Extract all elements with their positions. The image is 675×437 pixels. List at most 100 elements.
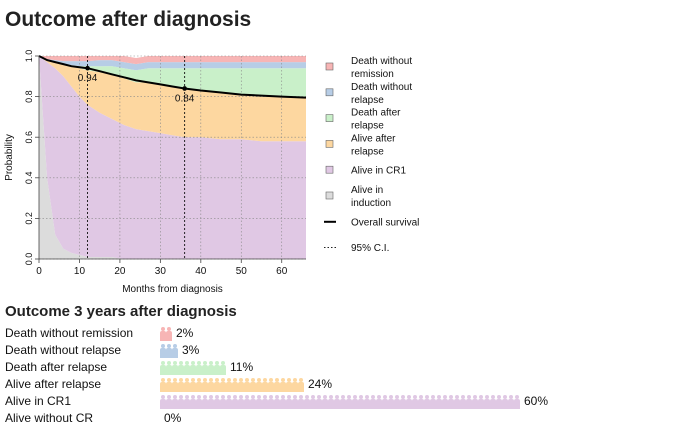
person-icon — [160, 344, 166, 358]
person-icon — [238, 378, 244, 392]
outcome-percent-alive-after-relapse: 24% — [308, 377, 333, 391]
outcome-label-alive-without-cr: Alive without CR — [5, 411, 94, 425]
person-icon — [484, 395, 490, 409]
outcome-percent-death-without-relapse: 3% — [182, 343, 200, 357]
person-icon — [166, 361, 172, 375]
legend-death-without-remission-swatch — [325, 62, 334, 71]
x-tick-label-60: 60 — [276, 266, 288, 277]
person-icon — [190, 378, 196, 392]
person-icon — [202, 378, 208, 392]
outcome-label-death-without-relapse: Death without relapse — [5, 343, 122, 357]
outcome-pictogram-death-without-remission — [160, 327, 172, 341]
person-icon — [394, 395, 400, 409]
x-tick-label-10: 10 — [74, 266, 86, 277]
person-icon — [460, 395, 466, 409]
person-icon — [232, 378, 238, 392]
person-icon — [214, 395, 220, 409]
legend-alive-in-induction-label: induction — [351, 198, 391, 209]
outcome-label-alive-after-relapse: Alive after relapse — [5, 377, 102, 391]
legend-alive-after-relapse-swatch — [325, 140, 334, 148]
x-tick-label-40: 40 — [195, 266, 207, 277]
y-tick-label-1.0: 1.0 — [24, 50, 34, 63]
outcome-title: Outcome 3 years after diagnosis — [5, 303, 237, 320]
person-icon — [262, 395, 268, 409]
person-icon — [310, 395, 316, 409]
legend-overall-survival-label: Overall survival — [351, 217, 419, 228]
x-tick-label-30: 30 — [155, 266, 167, 277]
person-icon — [238, 395, 244, 409]
person-icon — [166, 327, 172, 341]
person-icon — [388, 395, 394, 409]
person-icon — [448, 395, 454, 409]
person-icon — [190, 395, 196, 409]
person-icon — [286, 395, 292, 409]
person-icon — [226, 378, 232, 392]
area-death-without-relapse — [39, 56, 306, 71]
person-icon — [160, 395, 166, 409]
person-icon — [166, 395, 172, 409]
person-icon — [244, 395, 250, 409]
person-icon — [280, 378, 286, 392]
person-icon — [490, 395, 496, 409]
person-icon — [472, 395, 478, 409]
person-icon — [424, 395, 430, 409]
legend-alive-after-relapse-label: relapse — [351, 146, 384, 157]
person-icon — [412, 395, 418, 409]
annotation-label-1: 0.84 — [175, 93, 195, 104]
legend-death-after-relapse-label: Death after — [351, 108, 401, 119]
person-icon — [172, 378, 178, 392]
person-icon — [202, 361, 208, 375]
person-icon — [400, 395, 406, 409]
person-icon — [370, 395, 376, 409]
person-icon — [382, 395, 388, 409]
area-alive-after-relapse — [39, 56, 306, 142]
person-icon — [160, 361, 166, 375]
chart-title: Outcome after diagnosis — [5, 8, 252, 31]
person-icon — [166, 344, 172, 358]
person-icon — [196, 361, 202, 375]
person-icon — [298, 395, 304, 409]
person-icon — [208, 395, 214, 409]
person-icon — [286, 378, 292, 392]
person-icon — [256, 395, 262, 409]
x-axis-title: Months from diagnosis — [122, 284, 223, 295]
person-icon — [346, 395, 352, 409]
y-tick-label-0.6: 0.6 — [24, 131, 34, 144]
person-icon — [304, 395, 310, 409]
person-icon — [184, 361, 190, 375]
y-tick-label-0.2: 0.2 — [24, 212, 34, 225]
person-icon — [250, 378, 256, 392]
x-tick-label-0: 0 — [36, 266, 42, 277]
person-icon — [430, 395, 436, 409]
legend-95-c-i--label: 95% C.I. — [351, 243, 389, 254]
person-icon — [256, 378, 262, 392]
outcome-percent-alive-in-cr1: 60% — [524, 394, 549, 408]
legend-death-without-remission-label: remission — [351, 69, 394, 80]
area-alive-in-cr1 — [39, 56, 306, 259]
legend-death-after-relapse-label: relapse — [351, 121, 384, 132]
overall-survival-line — [38, 55, 307, 99]
person-icon — [244, 378, 250, 392]
annotation-label-0: 0.94 — [78, 73, 98, 84]
person-icon — [328, 395, 334, 409]
person-icon — [358, 395, 364, 409]
area-death-without-remission — [39, 56, 306, 65]
legend-death-after-relapse-swatch — [325, 114, 334, 122]
person-icon — [232, 395, 238, 409]
person-icon — [178, 361, 184, 375]
person-icon — [196, 395, 202, 409]
survival-chart: 0.94 0.84 0 10 20 30 40 50 60 0.0 0.2 0.4 0.6 0.8 1.0 M… — [4, 50, 419, 295]
person-icon — [454, 395, 460, 409]
person-icon — [466, 395, 472, 409]
person-icon — [268, 395, 274, 409]
legend-death-without-remission-label: Death without — [351, 56, 412, 67]
outcome-pictogram-death-without-relapse — [160, 344, 178, 358]
legend-alive-in-induction-label: Alive in — [351, 185, 383, 196]
person-icon — [208, 378, 214, 392]
outcome-percent-alive-without-cr: 0% — [164, 411, 182, 425]
x-tick-label-20: 20 — [114, 266, 126, 277]
person-icon — [274, 395, 280, 409]
legend-death-without-relapse-swatch — [325, 88, 334, 97]
person-icon — [214, 361, 220, 375]
person-icon — [502, 395, 508, 409]
